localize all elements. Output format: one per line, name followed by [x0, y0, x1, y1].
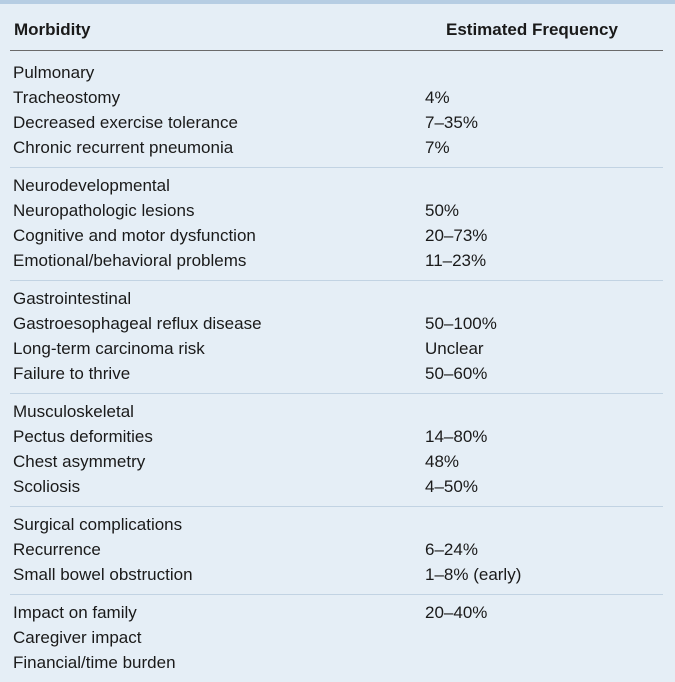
top-rule: [0, 0, 675, 4]
frequency-cell: 7%: [425, 138, 450, 157]
morbidity-cell: Small bowel obstruction: [13, 565, 193, 584]
table-header: Morbidity Estimated Frequency: [0, 10, 675, 50]
frequency-cell: 6–24%: [425, 540, 478, 559]
table-row: Impact on family 20–40%: [10, 600, 663, 625]
morbidity-cell: Scoliosis: [13, 477, 81, 496]
frequency-cell: 50–100%: [425, 314, 497, 333]
table-row: Caregiver impact: [10, 625, 663, 650]
frequency-cell: 11–23%: [425, 251, 487, 270]
table-row: Emotional/behavioral problems 11–23%: [10, 248, 663, 273]
table-row: Pectus deformities 14–80%: [10, 424, 663, 449]
table-row: Gastrointestinal: [10, 286, 663, 311]
table-row: Chest asymmetry 48%: [10, 449, 663, 474]
table-row: Long-term carcinoma risk Unclear: [10, 336, 663, 361]
morbidity-cell: Emotional/behavioral problems: [13, 251, 247, 270]
morbidity-cell: Pectus deformities: [13, 427, 153, 446]
table-group: Musculoskeletal Pectus deformities 14–80% C…: [10, 394, 663, 507]
morbidity-cell: Chronic recurrent pneumonia: [13, 138, 234, 157]
morbidity-cell: Chest asymmetry: [13, 452, 146, 471]
table-body: Pulmonary Tracheostomy 4% Decreased exercis…: [0, 51, 675, 682]
morbidity-cell: Pulmonary: [13, 63, 95, 82]
header-estimated-frequency: Estimated Frequency: [446, 20, 618, 39]
frequency-cell: 20–40%: [425, 603, 488, 622]
table-row: Decreased exercise tolerance 7–35%: [10, 110, 663, 135]
table-row: Tracheostomy 4%: [10, 85, 663, 110]
table-row: Cognitive and motor dysfunction 20–73%: [10, 223, 663, 248]
table-row: Recurrence 6–24%: [10, 537, 663, 562]
frequency-cell: 48%: [425, 452, 460, 471]
morbidity-cell: Surgical complications: [13, 515, 183, 534]
morbidity-cell: Long-term carcinoma risk: [13, 339, 205, 358]
frequency-cell: 4–50%: [425, 477, 478, 496]
table-row: Financial/time burden: [10, 650, 663, 675]
frequency-cell: 20–73%: [425, 226, 488, 245]
morbidity-cell: Decreased exercise tolerance: [13, 113, 238, 132]
table-row: Surgical complications: [10, 512, 663, 537]
frequency-cell: Unclear: [425, 339, 484, 358]
table-row: Failure to thrive 50–60%: [10, 361, 663, 386]
frequency-cell: 50–60%: [425, 364, 488, 383]
frequency-cell: 7–35%: [425, 113, 478, 132]
morbidity-cell: Cognitive and motor dysfunction: [13, 226, 256, 245]
table-group: Surgical complications Recurrence 6–24% Sma…: [10, 507, 663, 595]
table-row: Neurodevelopmental: [10, 173, 663, 198]
table-group: Gastrointestinal Gastroesophageal reflux …: [10, 281, 663, 394]
table-row: Small bowel obstruction 1–8% (early): [10, 562, 663, 587]
morbidity-cell: Musculoskeletal: [13, 402, 134, 421]
frequency-cell: 50%: [425, 201, 460, 220]
frequency-cell: 4%: [425, 88, 450, 107]
table-row: Scoliosis 4–50%: [10, 474, 663, 499]
table-group: Pulmonary Tracheostomy 4% Decreased exercis…: [10, 55, 663, 168]
table-group: Neurodevelopmental Neuropathologic lesion…: [10, 168, 663, 281]
morbidity-cell: Neuropathologic lesions: [13, 201, 195, 220]
table-row: Chronic recurrent pneumonia 7%: [10, 135, 663, 160]
table-row: Pulmonary: [10, 60, 663, 85]
morbidity-cell: Failure to thrive: [13, 364, 131, 383]
frequency-cell: 14–80%: [425, 427, 488, 446]
morbidity-cell: Recurrence: [13, 540, 101, 559]
table-row: Musculoskeletal: [10, 399, 663, 424]
table-row: Neuropathologic lesions 50%: [10, 198, 663, 223]
morbidity-cell: Financial/time burden: [13, 653, 176, 672]
morbidity-cell: Gastrointestinal: [13, 289, 132, 308]
morbidity-cell: Neurodevelopmental: [13, 176, 170, 195]
morbidity-cell: Caregiver impact: [13, 628, 142, 647]
table-group: Impact on family 20–40% Caregiver impact Fi…: [10, 595, 663, 682]
table-row: Gastroesophageal reflux disease 50–100%: [10, 311, 663, 336]
morbidity-cell: Tracheostomy: [13, 88, 121, 107]
frequency-cell: 1–8% (early): [425, 565, 522, 584]
morbidity-cell: Gastroesophageal reflux disease: [13, 314, 262, 333]
morbidity-cell: Impact on family: [13, 603, 137, 622]
header-rule: [10, 50, 663, 51]
header-morbidity: Morbidity: [14, 20, 91, 39]
